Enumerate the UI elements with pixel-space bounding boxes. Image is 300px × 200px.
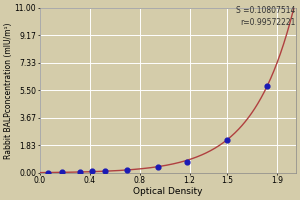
Point <box>125 168 130 171</box>
Point <box>185 161 190 164</box>
Point <box>77 170 82 173</box>
Point <box>156 166 161 169</box>
Point <box>60 171 64 174</box>
Text: S =0.10807514
r=0.99572221: S =0.10807514 r=0.99572221 <box>236 6 296 27</box>
Point <box>265 84 269 87</box>
Point <box>225 138 230 142</box>
Point <box>90 170 94 173</box>
X-axis label: Optical Density: Optical Density <box>133 187 202 196</box>
Point <box>102 169 107 172</box>
Y-axis label: Rabbit BALPconcentration (mIU/m¹): Rabbit BALPconcentration (mIU/m¹) <box>4 22 13 159</box>
Point <box>46 171 51 174</box>
